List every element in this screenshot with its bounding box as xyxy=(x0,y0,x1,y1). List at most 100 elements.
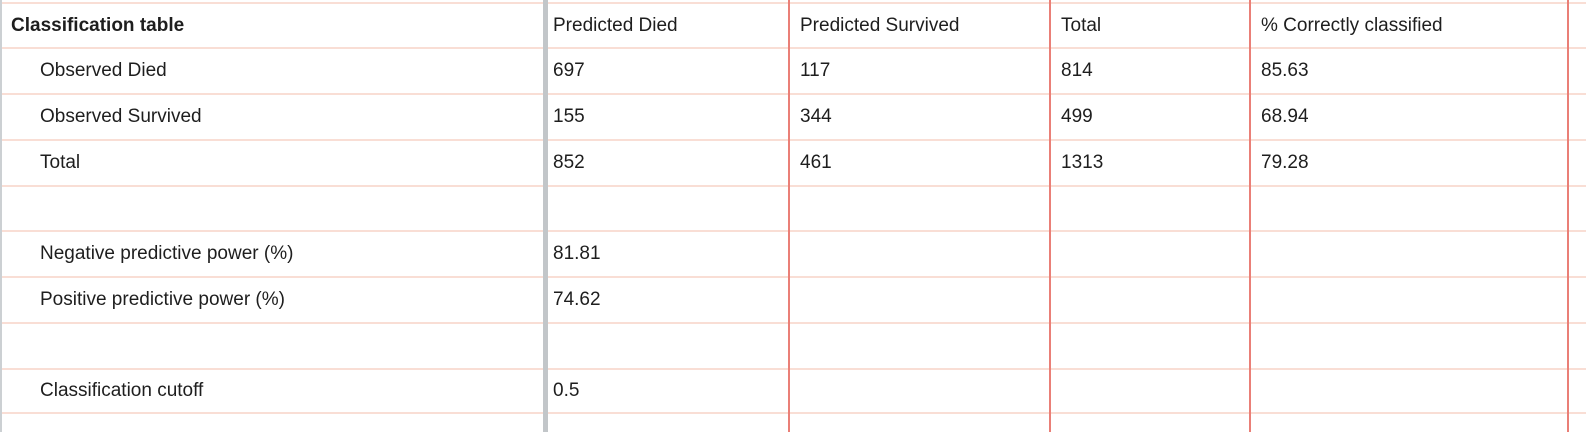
cell-value[interactable]: 79.28 xyxy=(1251,141,1569,185)
cell-value[interactable]: 117 xyxy=(790,49,1051,93)
empty-cell[interactable] xyxy=(0,187,548,230)
cell-value[interactable]: 344 xyxy=(790,95,1051,139)
cell-value[interactable]: 155 xyxy=(548,95,790,139)
empty-cell[interactable] xyxy=(1569,141,1586,185)
cell-value[interactable]: 74.62 xyxy=(548,278,790,322)
table-row-positive-predictive-power: Positive predictive power (%) 74.62 xyxy=(0,278,1586,322)
empty-cell[interactable] xyxy=(1569,414,1586,432)
cell-value[interactable]: 85.63 xyxy=(1251,49,1569,93)
grid-line-horizontal xyxy=(0,368,1586,370)
cell-text: 81.81 xyxy=(553,243,601,264)
cell-text: 344 xyxy=(800,106,832,127)
grid-line-vertical xyxy=(1049,0,1051,432)
cell-text: 74.62 xyxy=(553,289,601,310)
empty-cell[interactable] xyxy=(1251,187,1569,230)
cell-header-total[interactable]: Total xyxy=(1051,4,1251,47)
row-label: Positive predictive power (%) xyxy=(40,289,285,310)
empty-cell[interactable] xyxy=(1051,370,1251,411)
cell-text: 499 xyxy=(1061,106,1093,127)
column-header: % Correctly classified xyxy=(1261,14,1443,36)
cell-value[interactable]: 697 xyxy=(548,49,790,93)
cell-table-title[interactable]: Classification table xyxy=(0,4,548,47)
empty-cell[interactable] xyxy=(1569,49,1586,93)
empty-row xyxy=(0,414,1586,432)
table-row-observed-survived: Observed Survived 155 344 499 68.94 xyxy=(0,95,1586,139)
column-header: Total xyxy=(1061,14,1102,36)
row-label: Negative predictive power (%) xyxy=(40,243,294,264)
cell-row-label[interactable]: Classification cutoff xyxy=(0,370,548,411)
grid-line-horizontal xyxy=(0,2,1586,4)
row-label: Total xyxy=(40,152,81,173)
table-row-observed-died: Observed Died 697 117 814 85.63 xyxy=(0,49,1586,93)
empty-cell[interactable] xyxy=(1051,278,1251,322)
cell-header-pct-correct[interactable]: % Correctly classified xyxy=(1251,4,1569,47)
cell-value[interactable]: 1313 xyxy=(1051,141,1251,185)
empty-row xyxy=(0,187,1586,230)
cell-value[interactable]: 68.94 xyxy=(1251,95,1569,139)
empty-row xyxy=(0,324,1586,367)
empty-cell[interactable] xyxy=(548,324,790,367)
empty-cell[interactable] xyxy=(1569,4,1586,47)
empty-cell[interactable] xyxy=(0,324,548,367)
pane-divider[interactable] xyxy=(543,0,548,432)
grid-line-horizontal xyxy=(0,185,1586,187)
empty-cell[interactable] xyxy=(1251,278,1569,322)
cell-value[interactable]: 81.81 xyxy=(548,232,790,276)
grid-line-horizontal xyxy=(0,47,1586,49)
sheet-left-edge xyxy=(0,0,2,432)
cell-row-label[interactable]: Negative predictive power (%) xyxy=(0,232,548,276)
grid-line-horizontal xyxy=(0,412,1586,414)
cell-row-label[interactable]: Positive predictive power (%) xyxy=(0,278,548,322)
table-row-classification-cutoff: Classification cutoff 0.5 xyxy=(0,370,1586,411)
cell-text: 814 xyxy=(1061,60,1093,81)
cell-text: 155 xyxy=(553,106,585,127)
empty-cell[interactable] xyxy=(548,187,790,230)
empty-cell[interactable] xyxy=(1569,187,1586,230)
empty-cell[interactable] xyxy=(1051,232,1251,276)
cell-value[interactable]: 461 xyxy=(790,141,1051,185)
cell-value[interactable]: 499 xyxy=(1051,95,1251,139)
cell-row-label[interactable]: Observed Survived xyxy=(0,95,548,139)
empty-cell[interactable] xyxy=(790,278,1051,322)
row-label: Observed Survived xyxy=(40,106,202,127)
cell-text: 461 xyxy=(800,152,832,173)
cell-text: 0.5 xyxy=(553,379,580,401)
cell-value[interactable]: 814 xyxy=(1051,49,1251,93)
empty-cell[interactable] xyxy=(790,324,1051,367)
column-header: Predicted Survived xyxy=(800,14,960,36)
cell-value[interactable]: 0.5 xyxy=(548,370,790,411)
empty-cell[interactable] xyxy=(1569,278,1586,322)
cell-text: 852 xyxy=(553,152,585,173)
empty-cell[interactable] xyxy=(790,232,1051,276)
cell-header-predicted-died[interactable]: Predicted Died xyxy=(548,4,790,47)
empty-cell[interactable] xyxy=(1569,232,1586,276)
empty-cell[interactable] xyxy=(1569,370,1586,411)
empty-cell[interactable] xyxy=(1251,414,1569,432)
empty-cell[interactable] xyxy=(1051,187,1251,230)
cell-value[interactable]: 852 xyxy=(548,141,790,185)
cell-text: 697 xyxy=(553,60,585,81)
empty-cell[interactable] xyxy=(1569,95,1586,139)
cell-row-label[interactable]: Observed Died xyxy=(0,49,548,93)
row-label: Observed Died xyxy=(40,60,167,81)
empty-cell[interactable] xyxy=(1251,232,1569,276)
header-row: Classification table Predicted Died Pred… xyxy=(0,4,1586,47)
cell-header-predicted-survived[interactable]: Predicted Survived xyxy=(790,4,1051,47)
empty-cell[interactable] xyxy=(790,370,1051,411)
empty-cell[interactable] xyxy=(790,187,1051,230)
empty-cell[interactable] xyxy=(1251,324,1569,367)
empty-cell[interactable] xyxy=(548,414,790,432)
empty-cell[interactable] xyxy=(790,414,1051,432)
table-row-total: Total 852 461 1313 79.28 xyxy=(0,141,1586,185)
empty-cell[interactable] xyxy=(1251,370,1569,411)
grid-line-horizontal xyxy=(0,230,1586,232)
empty-cell[interactable] xyxy=(1569,324,1586,367)
row-label: Classification cutoff xyxy=(40,379,204,401)
cell-text: 1313 xyxy=(1061,152,1104,173)
cell-row-label[interactable]: Total xyxy=(0,141,548,185)
table-row-negative-predictive-power: Negative predictive power (%) 81.81 xyxy=(0,232,1586,276)
empty-cell[interactable] xyxy=(0,414,548,432)
cell-text: 79.28 xyxy=(1261,152,1309,173)
empty-cell[interactable] xyxy=(1051,324,1251,367)
empty-cell[interactable] xyxy=(1051,414,1251,432)
